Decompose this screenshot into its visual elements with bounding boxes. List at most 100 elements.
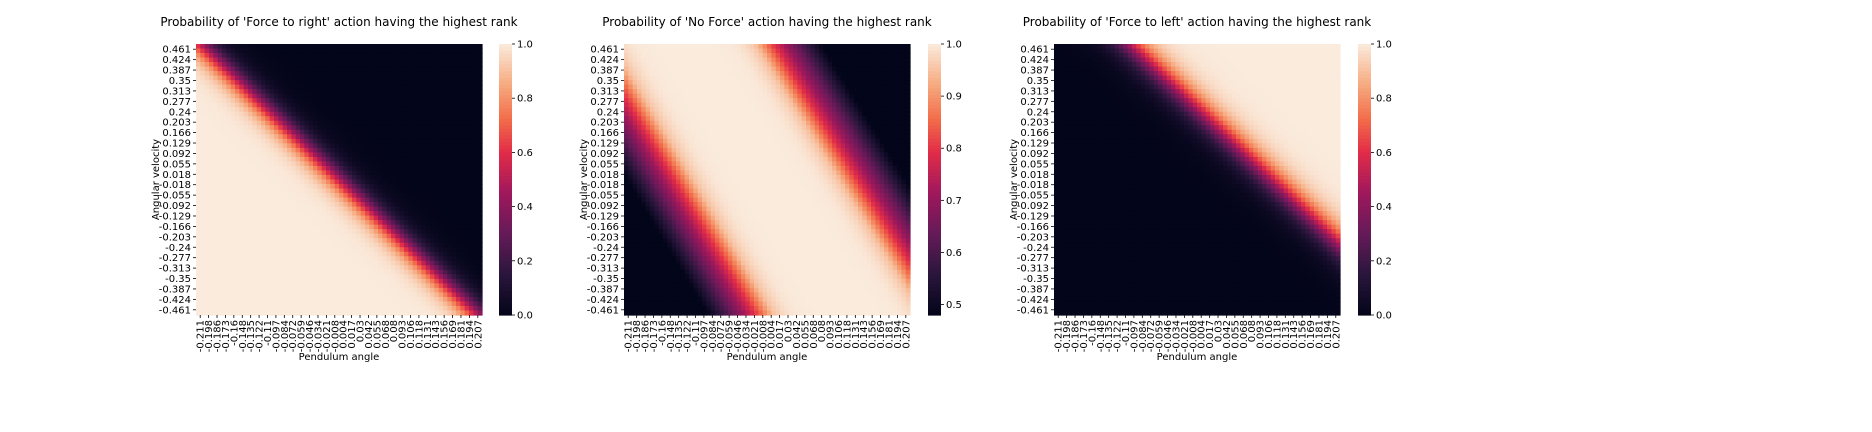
heatmap-cell <box>209 274 214 280</box>
heatmap-cell <box>464 66 470 72</box>
heatmap-cell <box>300 147 305 153</box>
heatmap-cell <box>321 247 327 253</box>
heatmap-cell <box>784 62 790 68</box>
heatmap-cell <box>226 211 232 217</box>
heatmap-cell <box>356 260 362 266</box>
heatmap-cell <box>369 265 375 271</box>
heatmap-cell <box>313 310 318 316</box>
heatmap-cell <box>456 102 461 108</box>
heatmap-cell <box>421 174 427 181</box>
heatmap-cell <box>295 278 301 284</box>
heatmap-cell <box>460 179 466 185</box>
heatmap-cell <box>356 287 362 294</box>
heatmap-cell <box>365 134 370 140</box>
heatmap-cell <box>209 116 214 122</box>
heatmap-cell <box>456 138 461 144</box>
heatmap-cell <box>352 287 357 294</box>
heatmap-cell <box>399 238 405 244</box>
heatmap-cell <box>888 71 894 77</box>
heatmap-cell <box>330 48 336 54</box>
heatmap-cell <box>425 269 431 275</box>
heatmap-cell <box>386 206 392 212</box>
heatmap-cell <box>196 147 201 153</box>
heatmap-cell <box>209 247 214 253</box>
heatmap-cell <box>248 220 253 226</box>
colorbar-segment <box>499 44 512 48</box>
heatmap-cell <box>365 62 370 68</box>
heatmap-cell <box>248 215 253 221</box>
heatmap-cell <box>330 188 336 194</box>
x-tick-label: -0.122 <box>255 320 266 352</box>
heatmap-cell <box>347 269 353 275</box>
heatmap-cell <box>248 229 253 235</box>
heatmap-cell <box>304 138 310 144</box>
heatmap-cell <box>334 89 340 95</box>
heatmap-cell <box>719 80 725 86</box>
heatmap-cell <box>287 238 292 244</box>
heatmap-cell <box>209 48 214 54</box>
colorbar-segment <box>499 287 512 292</box>
heatmap-cell <box>827 44 833 50</box>
heatmap-cell <box>256 138 262 144</box>
heatmap-cell <box>736 44 742 50</box>
x-tick-label: -0.16 <box>229 320 240 346</box>
heatmap-cell <box>460 296 466 303</box>
heatmap-cell <box>204 152 210 158</box>
heatmap-cell <box>239 269 245 275</box>
heatmap-cell <box>373 202 379 208</box>
heatmap-cell <box>326 111 331 117</box>
heatmap-cell <box>204 292 210 298</box>
heatmap-cell <box>339 197 344 203</box>
heatmap-cell <box>732 93 738 99</box>
heatmap-cell <box>352 71 357 77</box>
heatmap-cell <box>235 260 240 266</box>
heatmap-cell <box>252 89 258 95</box>
heatmap-cell <box>477 48 483 54</box>
heatmap-cell <box>438 165 444 172</box>
heatmap-cell <box>421 80 427 86</box>
heatmap-cell <box>339 66 344 72</box>
heatmap-cell <box>287 269 292 275</box>
heatmap-cell <box>421 179 427 185</box>
heatmap-cell <box>477 238 483 244</box>
heatmap-cell <box>399 211 405 217</box>
heatmap-cell <box>269 229 275 235</box>
heatmap-cell <box>456 301 461 307</box>
heatmap-cell <box>291 93 297 99</box>
heatmap-cell <box>399 301 405 307</box>
heatmap-cell <box>473 301 479 307</box>
heatmap-cell <box>230 292 236 298</box>
heatmap-cell <box>391 206 396 212</box>
heatmap-cell <box>334 184 340 190</box>
heatmap-cell <box>196 193 201 199</box>
x-tick-label: 0.093 <box>398 320 409 349</box>
heatmap-cell <box>754 66 759 72</box>
heatmap-cell <box>326 57 331 63</box>
heatmap-cell <box>209 296 214 303</box>
heatmap-cell <box>641 62 647 68</box>
heatmap-cell <box>278 125 284 131</box>
colorbar: 0.00.20.40.60.81.0 <box>499 40 533 322</box>
heatmap-cell <box>360 229 366 235</box>
heatmap-cell <box>287 220 292 226</box>
heatmap-cell <box>689 44 694 50</box>
heatmap-cell <box>473 44 479 50</box>
heatmap-cell <box>252 143 258 149</box>
heatmap-cell <box>274 269 279 275</box>
heatmap-cell <box>274 125 279 131</box>
heatmap-cell <box>300 265 305 271</box>
heatmap-cell <box>762 53 768 59</box>
heatmap-cell <box>862 93 868 99</box>
heatmap-cell <box>200 66 206 72</box>
heatmap-cell <box>391 256 396 262</box>
heatmap-cell <box>356 134 362 140</box>
heatmap-cell <box>243 98 249 104</box>
heatmap-cell <box>196 229 201 235</box>
heatmap-cell <box>217 138 223 144</box>
heatmap-cell <box>339 93 344 99</box>
heatmap-cell <box>334 220 340 226</box>
heatmap-cell <box>862 71 868 77</box>
heatmap-cell <box>412 174 418 181</box>
heatmap-cell <box>269 71 275 77</box>
heatmap-cell <box>823 57 829 63</box>
